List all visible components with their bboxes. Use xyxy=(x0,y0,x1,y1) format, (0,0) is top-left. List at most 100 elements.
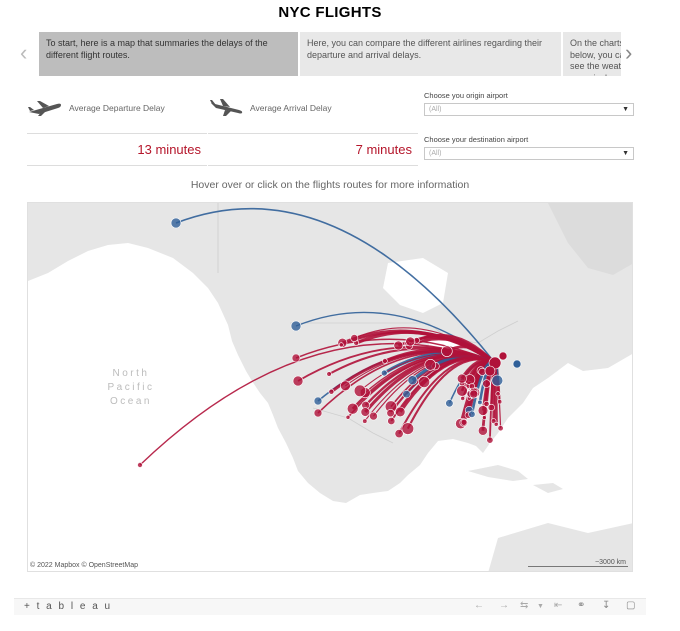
airport-marker[interactable] xyxy=(313,396,323,406)
airport-marker[interactable] xyxy=(460,395,466,401)
airport-marker[interactable] xyxy=(369,411,378,421)
airport-marker[interactable] xyxy=(380,369,388,377)
airport-marker[interactable] xyxy=(353,384,367,397)
airport-marker[interactable] xyxy=(338,342,344,348)
airport-marker[interactable] xyxy=(290,320,302,332)
airport-markers[interactable] xyxy=(137,217,522,468)
redo-icon[interactable]: → xyxy=(499,600,509,611)
airport-marker[interactable] xyxy=(362,418,368,424)
departure-delay-value: 13 minutes xyxy=(137,142,201,157)
departure-delay-label: Average Departure Delay xyxy=(69,103,165,113)
airport-marker[interactable] xyxy=(291,353,301,363)
caribbean-land xyxy=(533,483,563,493)
airport-marker[interactable] xyxy=(477,425,488,436)
airport-marker[interactable] xyxy=(491,374,504,387)
airport-marker[interactable] xyxy=(445,399,454,408)
airport-marker[interactable] xyxy=(497,425,504,432)
story-point-3[interactable]: On the charts below, you can see the wea… xyxy=(563,32,621,76)
airport-marker[interactable] xyxy=(456,385,468,397)
airport-marker[interactable] xyxy=(313,408,323,418)
story-point-1[interactable]: To start, here is a map that summaries t… xyxy=(39,32,298,76)
airport-marker[interactable] xyxy=(292,375,304,387)
map-canvas[interactable] xyxy=(28,203,633,572)
story-point-2[interactable]: Here, you can compare the different airl… xyxy=(300,32,561,76)
revert-icon[interactable]: ⇆ xyxy=(520,600,529,611)
airport-marker[interactable] xyxy=(493,421,499,427)
airport-marker[interactable] xyxy=(407,375,418,386)
nyc-hub-marker[interactable] xyxy=(488,356,502,370)
tableau-toolbar: + t a b l e a u ← → ⇆ ▼ ⇤ ⚭ ↧ ▢ xyxy=(14,598,646,615)
hudson-bay xyxy=(383,258,448,313)
airport-marker[interactable] xyxy=(495,391,501,397)
airport-marker[interactable] xyxy=(328,388,335,395)
reset-icon[interactable]: ⇤ xyxy=(554,600,563,611)
airport-marker[interactable] xyxy=(170,217,182,229)
origin-airport-select[interactable]: (All) ▼ xyxy=(424,103,634,116)
airport-marker[interactable] xyxy=(345,414,351,420)
airport-marker[interactable] xyxy=(382,358,388,364)
airport-marker[interactable] xyxy=(405,336,416,347)
airport-marker[interactable] xyxy=(482,415,487,420)
destination-airport-label: Choose your destination airport xyxy=(424,135,529,144)
ocean-label: North Pacific Ocean xyxy=(107,368,155,407)
caret-down-icon: ▼ xyxy=(622,150,629,157)
airport-marker[interactable] xyxy=(460,419,468,426)
airport-marker[interactable] xyxy=(402,390,411,399)
destination-airport-select[interactable]: (All) ▼ xyxy=(424,147,634,160)
airport-marker[interactable] xyxy=(340,380,351,392)
origin-airport-filter: Choose you origin airport (All) ▼ xyxy=(424,91,634,116)
airport-marker[interactable] xyxy=(137,462,143,468)
airport-marker[interactable] xyxy=(486,436,494,444)
airport-marker[interactable] xyxy=(487,403,496,412)
chevron-left-icon[interactable]: ‹ xyxy=(20,40,28,65)
airport-marker[interactable] xyxy=(387,417,396,426)
airport-marker[interactable] xyxy=(424,359,437,371)
airport-marker[interactable] xyxy=(469,389,479,399)
airport-marker[interactable] xyxy=(497,399,503,405)
origin-airport-value: (All) xyxy=(429,106,442,113)
map-attribution[interactable]: © 2022 Mapbox © OpenStreetMap xyxy=(30,562,138,569)
arrival-delay-label: Average Arrival Delay xyxy=(250,103,332,113)
arrival-delay-value: 7 minutes xyxy=(355,142,412,157)
airport-marker[interactable] xyxy=(477,399,483,405)
plane-landing-icon xyxy=(210,99,243,116)
flight-routes-map[interactable]: North Pacific Ocean © 2022 Mapbox © Open… xyxy=(27,202,633,572)
airport-marker[interactable] xyxy=(394,429,404,439)
flight-route[interactable] xyxy=(340,331,496,364)
dropdown-icon[interactable]: ▼ xyxy=(537,603,544,610)
page-title: NYC FLIGHTS xyxy=(278,4,382,21)
us-mexico-border xyxy=(312,407,394,444)
airport-marker[interactable] xyxy=(468,410,476,418)
airport-marker[interactable] xyxy=(393,340,404,351)
airport-marker[interactable] xyxy=(326,371,332,377)
airport-marker[interactable] xyxy=(386,409,395,418)
destination-airport-filter: Choose your destination airport (All) ▼ xyxy=(424,135,634,160)
airport-marker[interactable] xyxy=(456,373,467,384)
airport-marker[interactable] xyxy=(346,402,359,415)
airport-marker[interactable] xyxy=(350,334,359,342)
airport-marker[interactable] xyxy=(482,379,491,388)
download-icon[interactable]: ↧ xyxy=(602,600,611,611)
airport-marker[interactable] xyxy=(441,345,453,357)
story-navigator: ‹ To start, here is a map that summaries… xyxy=(14,30,644,77)
airport-marker[interactable] xyxy=(477,405,489,416)
map-scale: ~3000 km xyxy=(528,559,628,567)
chevron-right-icon[interactable]: › xyxy=(625,40,633,65)
airport-marker[interactable] xyxy=(418,376,430,388)
story-points: To start, here is a map that summaries t… xyxy=(39,32,621,76)
origin-airport-label: Choose you origin airport xyxy=(424,91,508,100)
airport-marker[interactable] xyxy=(395,406,406,418)
fullscreen-icon[interactable]: ▢ xyxy=(626,600,636,611)
share-icon[interactable]: ⚭ xyxy=(577,600,586,611)
airport-marker[interactable] xyxy=(401,422,414,435)
flight-route[interactable] xyxy=(175,207,496,364)
nyc-hub-marker[interactable] xyxy=(484,365,496,377)
nyc-hub-marker[interactable] xyxy=(498,351,508,361)
airport-marker[interactable] xyxy=(468,383,476,390)
airport-marker[interactable] xyxy=(483,400,490,407)
arrival-delay-kpi: Average Arrival Delay 7 minutes xyxy=(208,96,418,168)
airport-marker[interactable] xyxy=(360,407,370,417)
undo-icon[interactable]: ← xyxy=(474,600,484,611)
nyc-hub-marker[interactable] xyxy=(512,359,522,369)
tableau-logo[interactable]: + t a b l e a u xyxy=(24,601,113,612)
